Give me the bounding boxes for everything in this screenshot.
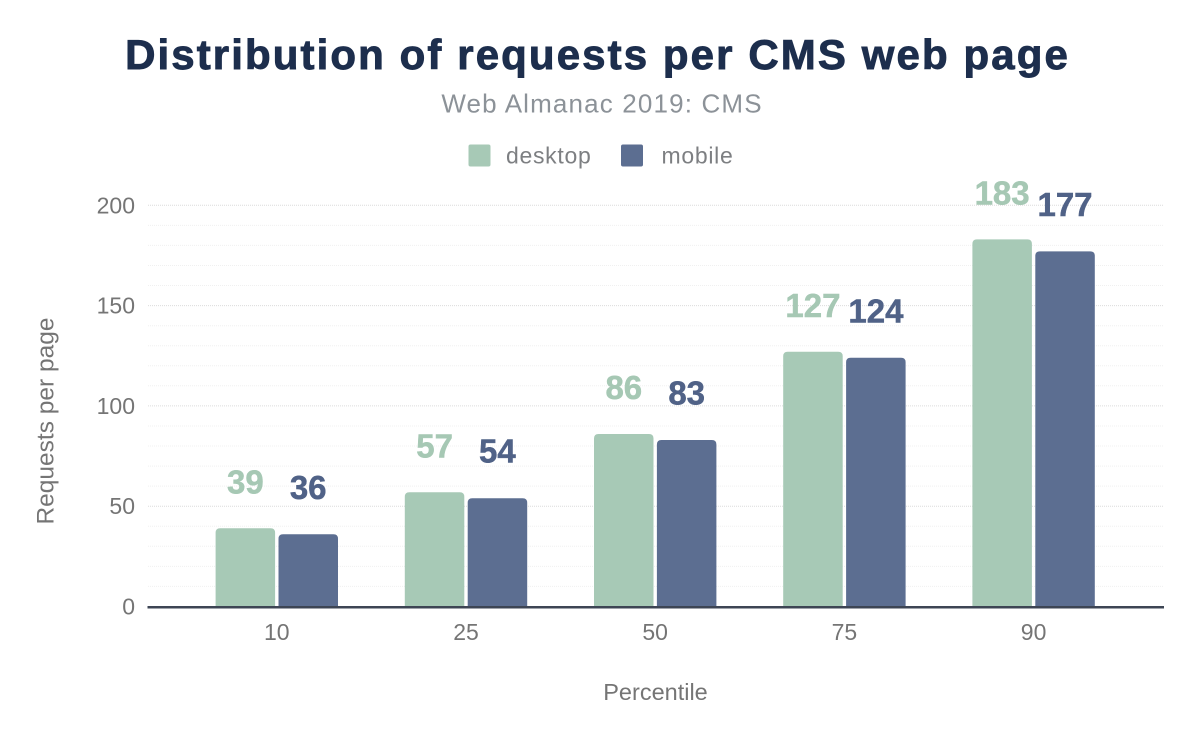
svg-text:50: 50	[109, 493, 135, 519]
svg-text:150: 150	[97, 293, 135, 319]
svg-text:Distribution of requests per C: Distribution of requests per CMS web pag…	[125, 31, 1070, 78]
svg-text:57: 57	[416, 427, 453, 464]
svg-text:90: 90	[1021, 619, 1047, 645]
svg-text:Requests per page: Requests per page	[33, 317, 60, 524]
svg-text:100: 100	[97, 393, 135, 419]
svg-text:127: 127	[785, 287, 840, 324]
svg-text:Percentile: Percentile	[603, 679, 708, 705]
svg-text:50: 50	[642, 619, 668, 645]
svg-text:54: 54	[479, 433, 516, 470]
svg-text:25: 25	[453, 619, 479, 645]
svg-text:200: 200	[97, 192, 135, 218]
svg-text:0: 0	[122, 594, 135, 620]
svg-text:124: 124	[848, 292, 904, 329]
svg-text:86: 86	[605, 369, 642, 406]
svg-text:Web Almanac 2019: CMS: Web Almanac 2019: CMS	[441, 89, 762, 119]
svg-text:183: 183	[975, 175, 1030, 212]
svg-text:83: 83	[668, 375, 705, 412]
svg-text:mobile: mobile	[662, 143, 734, 169]
svg-text:10: 10	[264, 619, 290, 645]
svg-text:39: 39	[227, 464, 264, 501]
svg-text:177: 177	[1037, 186, 1092, 223]
svg-text:36: 36	[290, 469, 327, 506]
svg-text:75: 75	[832, 619, 858, 645]
svg-text:desktop: desktop	[506, 143, 591, 169]
